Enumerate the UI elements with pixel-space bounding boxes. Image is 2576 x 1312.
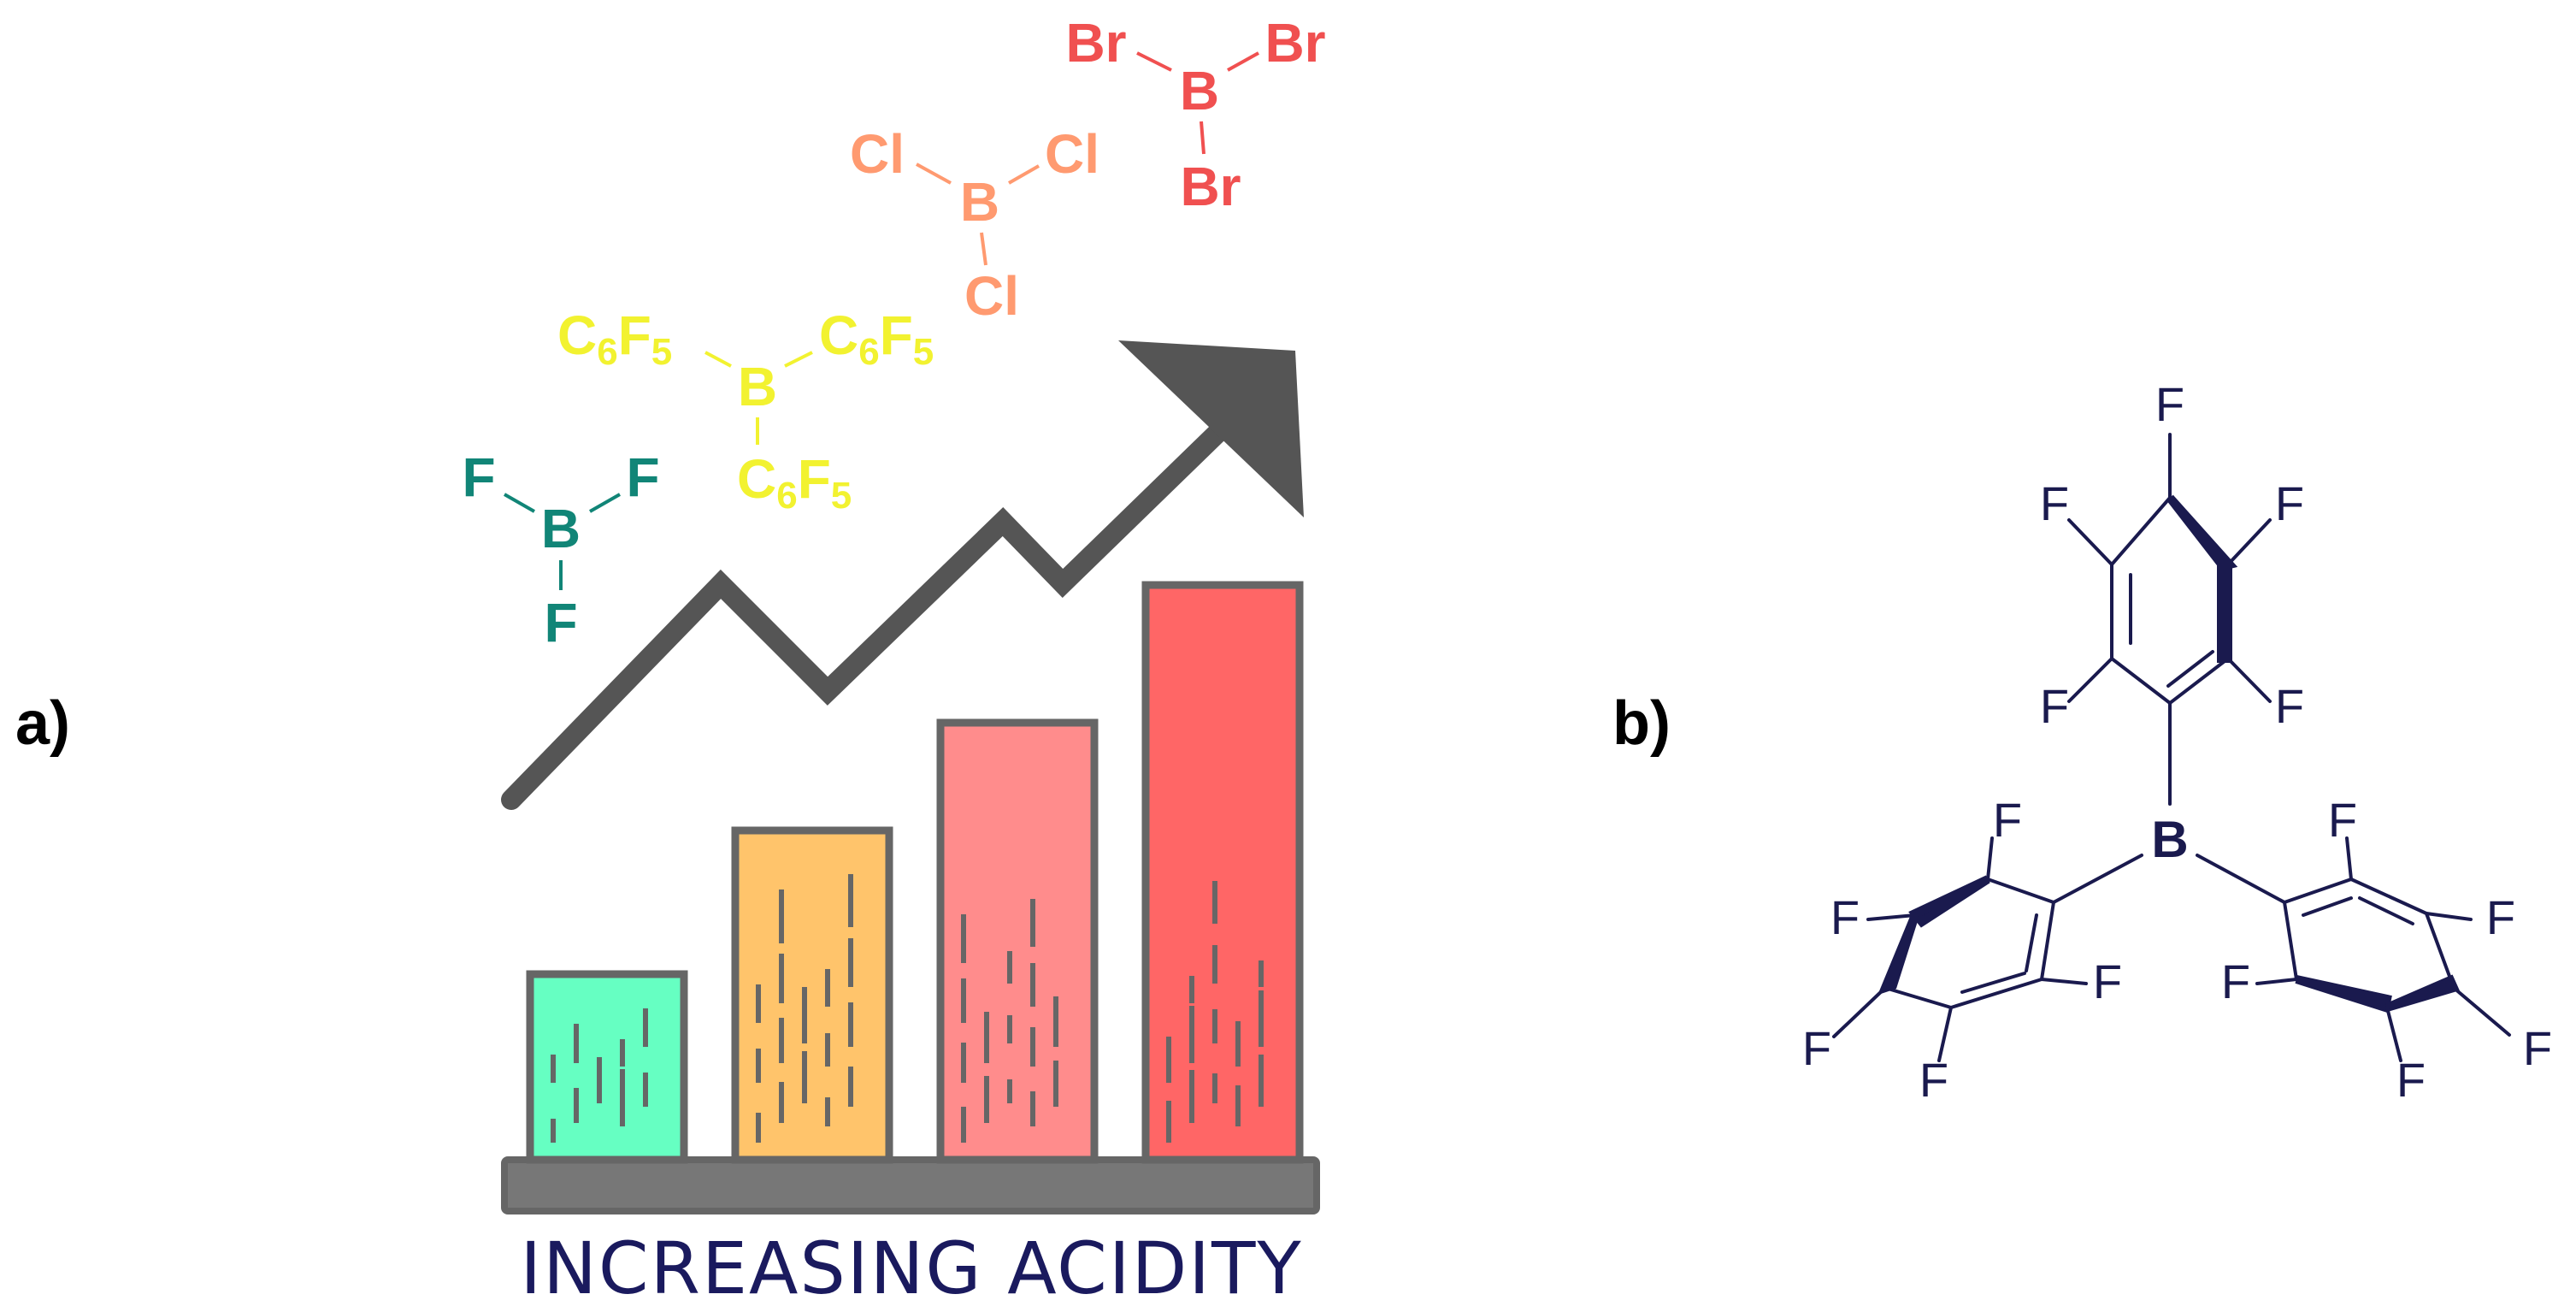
- f-atom: F: [1919, 1053, 1948, 1107]
- f-atom: F: [1830, 890, 1860, 944]
- bf3-f-right: F: [626, 446, 659, 508]
- bf3-boron: B: [541, 498, 581, 559]
- f-atom: F: [2523, 1021, 2552, 1075]
- bf3-f-left: F: [462, 446, 495, 508]
- bar-3: [936, 718, 1099, 1164]
- bc6f5-ligand-bottom: C6F5: [737, 448, 852, 517]
- molecule-atoms: B F F F F F F F F F F F F F F F: [1802, 377, 2552, 1107]
- bc6f5-ligand-left: C6F5: [557, 304, 672, 373]
- bc6f5-boron: B: [738, 356, 777, 417]
- f-atom: F: [2093, 954, 2122, 1008]
- bc6f5-ligand-right: C6F5: [819, 304, 934, 373]
- compound-bbr3: B Br Br Br: [1065, 12, 1325, 217]
- f-atom: F: [1802, 1021, 1831, 1075]
- compound-bf3: B F F F: [462, 446, 659, 653]
- compound-bcl3: B Cl Cl Cl: [850, 123, 1099, 327]
- bbr3-br-left: Br: [1065, 12, 1126, 74]
- bcl3-cl-bottom: Cl: [964, 265, 1019, 327]
- f-atom: F: [2221, 954, 2250, 1008]
- bbr3-br-bottom: Br: [1180, 156, 1241, 217]
- f-atom: F: [1993, 793, 2022, 847]
- f-atom: F: [2275, 476, 2304, 530]
- bcl3-boron: B: [960, 171, 999, 233]
- caption: INCREASING ACIDITY: [520, 1226, 1302, 1310]
- f-atom: F: [2040, 476, 2069, 530]
- f-atom: F: [2040, 679, 2069, 733]
- panel-a-label: a): [15, 689, 70, 758]
- bar-group: [526, 581, 1304, 1164]
- trend-arrow: [501, 340, 1304, 810]
- bbr3-br-right: Br: [1264, 12, 1325, 74]
- bbr3-boron: B: [1180, 60, 1219, 121]
- bcl3-cl-left: Cl: [850, 123, 905, 185]
- bf3-f-bottom: F: [544, 592, 577, 653]
- panel-b-label: b): [1612, 689, 1671, 758]
- compound-bc6f5: B C6F5 C6F5 C6F5: [557, 304, 934, 517]
- f-atom: F: [2328, 793, 2357, 847]
- bcl3-cl-right: Cl: [1045, 123, 1099, 185]
- f-atom: F: [2396, 1053, 2426, 1107]
- molecule-bonds: [1832, 433, 2511, 1062]
- f-atom: F: [2275, 679, 2304, 733]
- f-atom: F: [2486, 890, 2515, 944]
- f-atom: F: [2155, 377, 2184, 431]
- central-boron: B: [2151, 811, 2188, 868]
- chart-base: [501, 1156, 1320, 1214]
